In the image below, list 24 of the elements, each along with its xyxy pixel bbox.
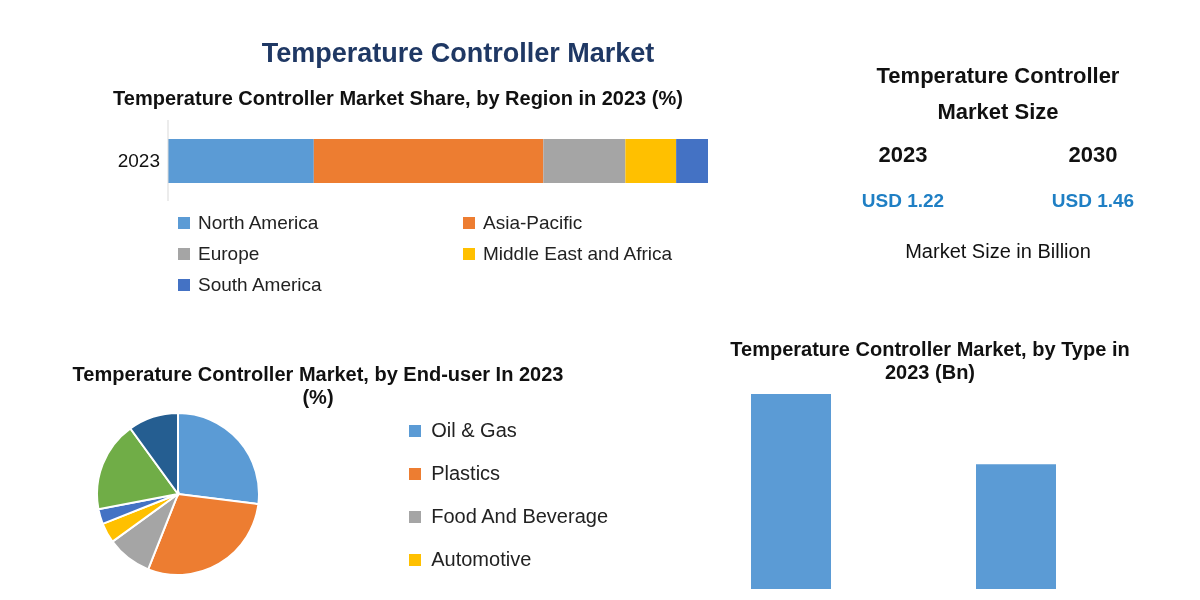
legend-label: Middle East and Africa: [483, 242, 673, 265]
legend-label: South America: [198, 273, 322, 296]
chart-subtitle: Temperature Controller Market Share, by Region in 2023 (%): [112, 87, 684, 110]
legend-label: Asia-Pacific: [483, 211, 583, 234]
legend-label: Food And Beverage: [431, 505, 608, 528]
chart-title: Temperature Controller Market, by Type in 2023 (Bn): [729, 338, 1131, 384]
chart-title: Temperature Controller Market, by End-user In 2023 (%): [71, 363, 565, 409]
legend-label: Plastics: [431, 462, 501, 485]
bar: [168, 139, 314, 183]
legend-label: North America: [198, 211, 319, 234]
text: USD 1.46: [1051, 190, 1135, 211]
bar: [543, 139, 626, 183]
text: Market Size in Billion: [904, 240, 1092, 263]
bar: [313, 139, 544, 183]
legend-label: Oil & Gas: [431, 419, 517, 442]
legend-label: Europe: [198, 242, 260, 265]
bar: [676, 139, 708, 183]
category-label: 2030: [1067, 142, 1119, 168]
bar: [625, 139, 677, 183]
text: USD 1.22: [861, 190, 945, 211]
legend-label: Automotive: [431, 548, 532, 571]
chart-title: Temperature Controller Market: [260, 38, 656, 69]
text: Temperature Controller Market Size: [875, 62, 1121, 126]
category-label: 2023: [877, 142, 929, 168]
